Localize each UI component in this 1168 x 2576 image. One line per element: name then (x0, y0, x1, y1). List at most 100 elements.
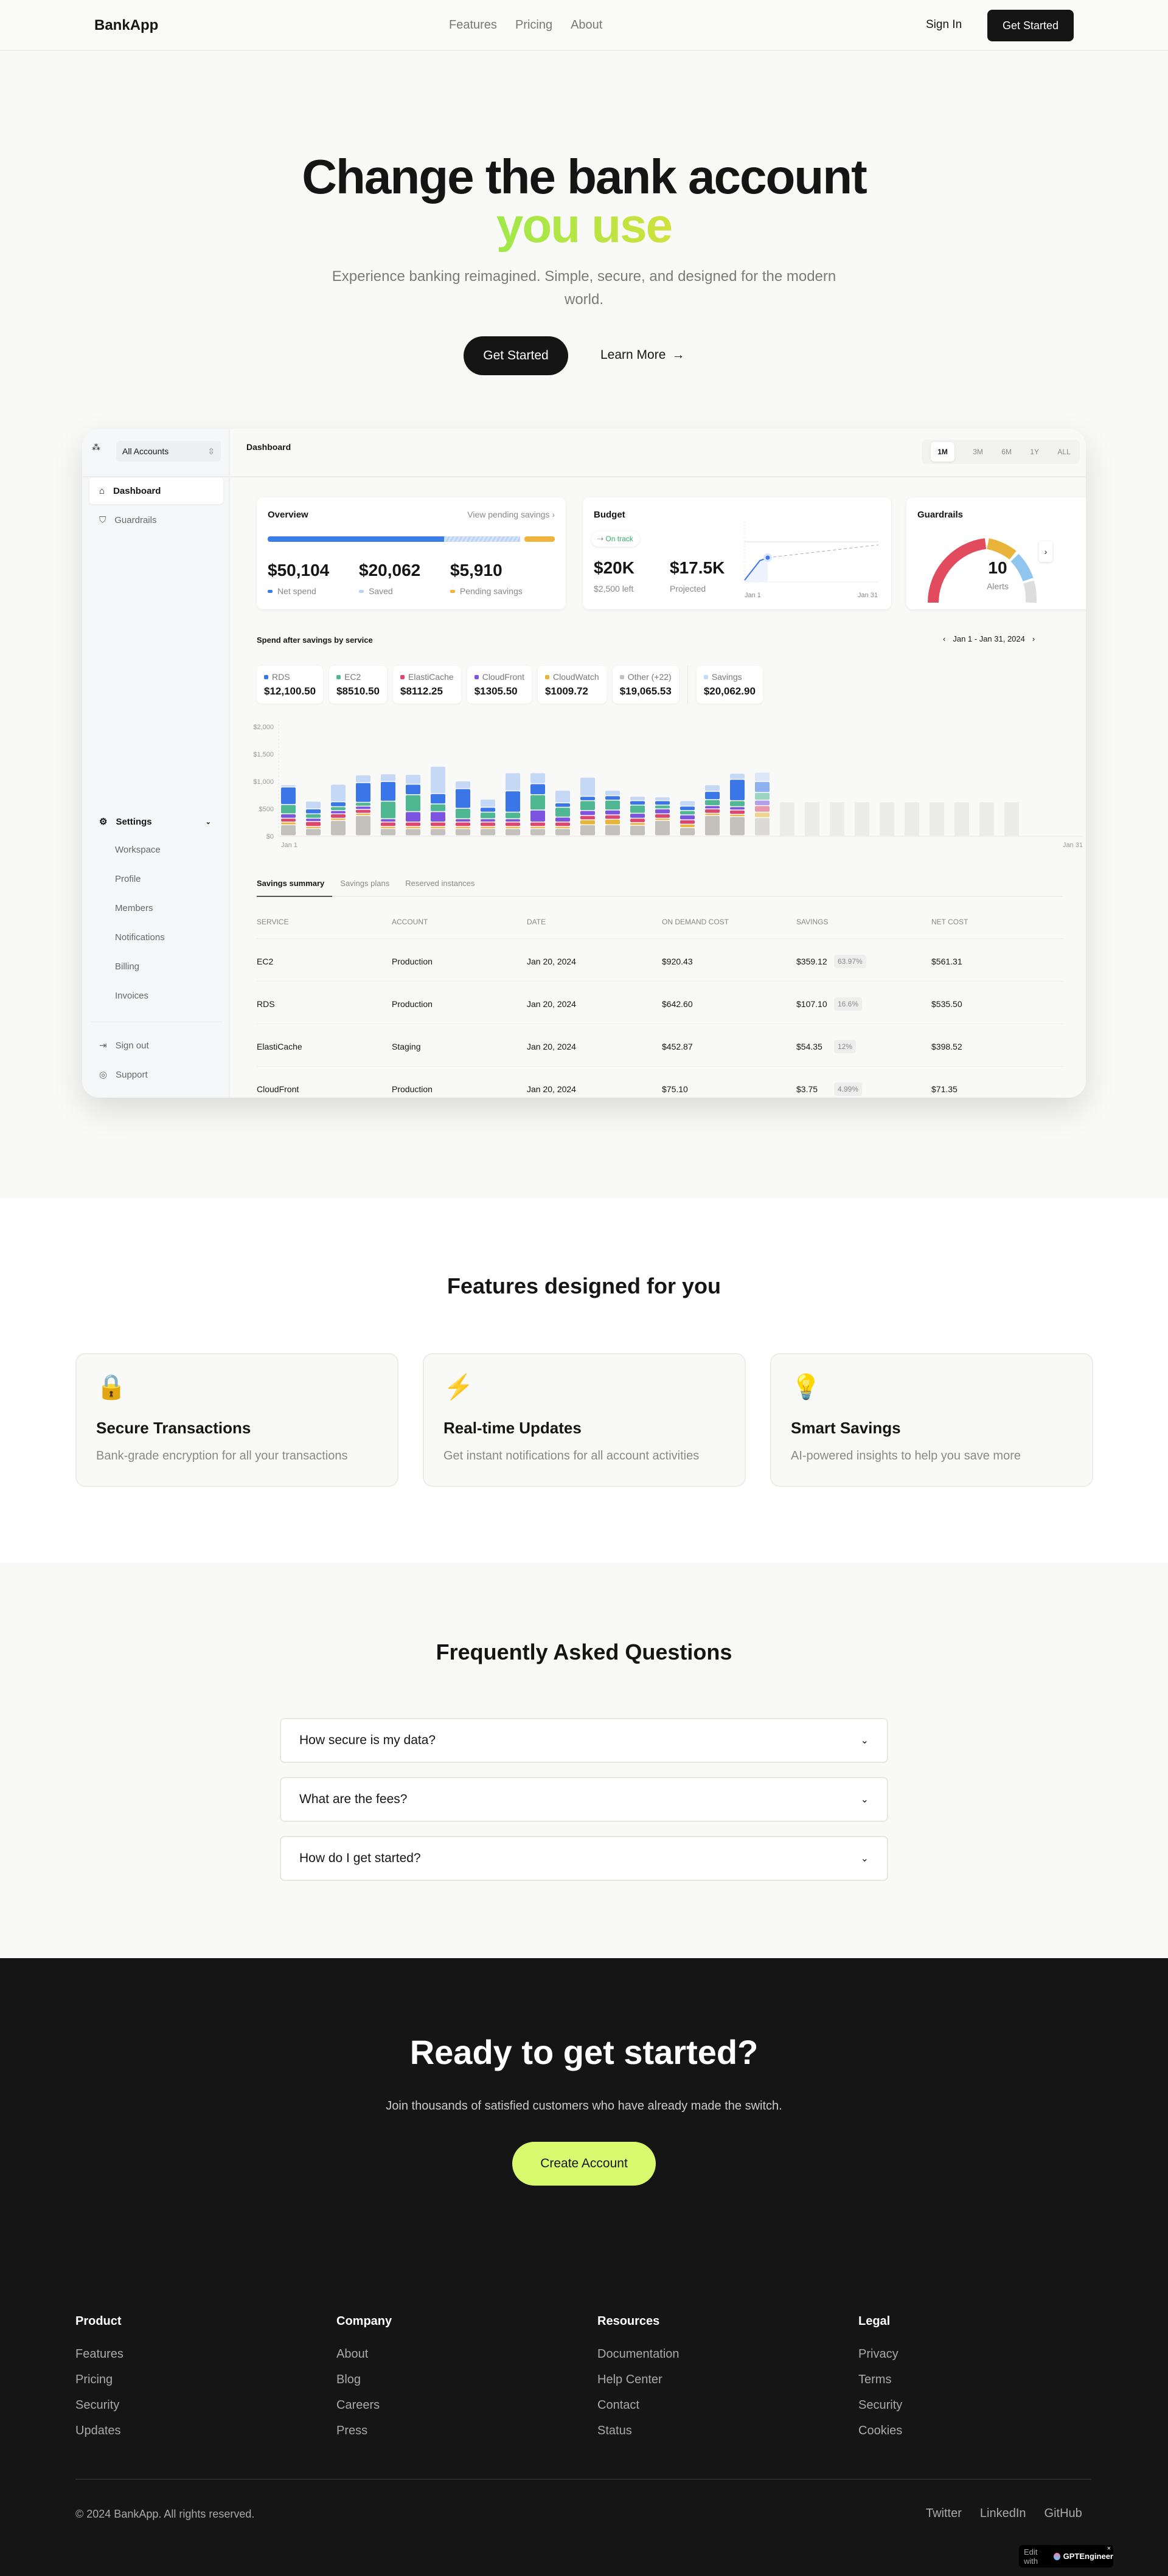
footer-link[interactable]: Documentation (597, 2347, 680, 2361)
tab-savings-plans[interactable]: Savings plans (340, 879, 390, 888)
range-6m[interactable]: 6M (1001, 448, 1012, 456)
bar-segment-rds (456, 789, 470, 808)
view-pending-savings-link[interactable]: View pending savings › (467, 510, 555, 519)
forecast-bar-segment-other (755, 818, 770, 836)
column-header[interactable]: ON DEMAND COST (662, 918, 729, 926)
sidebar-item-notifications[interactable]: Notifications (115, 932, 165, 943)
range-all[interactable]: ALL (1057, 448, 1071, 456)
legend-swatch (336, 674, 341, 679)
bar-segment-savings (456, 781, 470, 789)
footer-link[interactable]: Features (75, 2347, 123, 2361)
nav-link-features[interactable]: Features (449, 18, 497, 32)
footer-link[interactable]: Cookies (858, 2424, 903, 2437)
table-cell: Production (392, 957, 433, 966)
legend-chip-other[interactable]: Other (+22) $19,065.53 (612, 666, 679, 704)
legend-chip-label: CloudFront (474, 672, 524, 682)
footer-link[interactable]: Status (597, 2424, 632, 2437)
chevron-updown-icon: ⇳ (207, 446, 215, 456)
sign-out-button[interactable]: ⇥ Sign out (89, 1032, 223, 1059)
bar-segment-cloudwatch (730, 814, 745, 816)
legend-value: $8510.50 (336, 685, 380, 697)
tab-reserved-instances[interactable]: Reserved instances (405, 879, 475, 888)
savings-percent-badge: 16.6% (834, 997, 863, 1011)
sidebar-item-guardrails[interactable]: ⛉ Guardrails (89, 507, 223, 533)
bar-segment-rds (630, 801, 645, 805)
cta-title: Ready to get started? (409, 2033, 759, 2071)
logo[interactable]: BankApp (94, 17, 159, 33)
footer-link[interactable]: Pricing (75, 2373, 113, 2386)
footer-link[interactable]: Help Center (597, 2373, 662, 2386)
feature-card: 🔒 Secure Transactions Bank-grade encryptio… (75, 1353, 398, 1487)
legend-chip-label: CloudWatch (544, 672, 599, 682)
column-header[interactable]: ACCOUNT (392, 918, 428, 926)
legend-chip-cloudwatch[interactable]: CloudWatch $1009.72 (537, 666, 607, 704)
footer-link[interactable]: Privacy (858, 2347, 899, 2361)
range-3m[interactable]: 3M (973, 448, 983, 456)
feature-card: ⚡ Real-time Updates Get instant notificati… (423, 1353, 746, 1487)
footer-link[interactable]: About (336, 2347, 369, 2361)
bar-segment-savings (530, 773, 545, 783)
nav-link-pricing[interactable]: Pricing (515, 18, 553, 32)
faq-item[interactable]: How do I get started? ⌄ (280, 1836, 888, 1881)
overview-card: Overview View pending savings › $50,104 N… (257, 497, 566, 609)
legend-chip-rds[interactable]: RDS $12,100.50 (257, 666, 324, 704)
table-cell: $71.35 (931, 1084, 958, 1094)
nav-link-about[interactable]: About (571, 18, 603, 32)
bar-segment-rds (431, 794, 445, 804)
next-chevron-button[interactable]: › (1039, 541, 1052, 562)
footer-link[interactable]: Security (75, 2398, 120, 2412)
footer-link[interactable]: Security (858, 2398, 903, 2412)
sign-in-link[interactable]: Sign In (926, 18, 962, 31)
sidebar-item-billing[interactable]: Billing (115, 961, 140, 972)
legend-chip-cloudfront[interactable]: CloudFront $1305.50 (467, 666, 532, 704)
gear-icon: ⚙ (99, 817, 108, 827)
faq-item[interactable]: How secure is my data? ⌄ (280, 1718, 888, 1763)
gptengineer-badge[interactable]: Edit with GPTEngineer × (1019, 2545, 1113, 2567)
account-select[interactable]: All Accounts ⇳ (116, 441, 221, 462)
bar-segment-other (306, 829, 321, 836)
github-link[interactable]: GitHub (1044, 2507, 1082, 2520)
column-header[interactable]: SERVICE (257, 918, 289, 926)
range-1m[interactable]: 1M (931, 442, 954, 462)
legend-chip-elasticache[interactable]: ElastiCache $8112.25 (393, 666, 461, 704)
footer-link[interactable]: Contact (597, 2398, 639, 2412)
create-account-button[interactable]: Create Account (512, 2142, 656, 2186)
chevron-left-icon[interactable]: ‹ (943, 634, 946, 643)
footer-link[interactable]: Press (336, 2424, 368, 2437)
close-icon[interactable]: × (1107, 2545, 1111, 2552)
legend-swatch (450, 589, 455, 593)
bar-segment-ec2 (680, 811, 695, 815)
sidebar-item-label: Support (116, 1069, 148, 1080)
column-header[interactable]: NET COST (931, 918, 968, 926)
sidebar-item-profile[interactable]: Profile (115, 874, 141, 884)
support-button[interactable]: ◎ Support (89, 1061, 223, 1088)
hero-get-started-button[interactable]: Get Started (464, 336, 568, 375)
sidebar-item-workspace[interactable]: Workspace (115, 845, 161, 855)
footer-link[interactable]: Careers (336, 2398, 380, 2412)
bar-segment-rds (306, 809, 321, 814)
row-divider (257, 1066, 1063, 1067)
sidebar-item-invoices[interactable]: Invoices (115, 991, 149, 1001)
sidebar-item-settings[interactable]: ⚙ Settings ⌄ (89, 808, 223, 835)
learn-more-link[interactable]: Learn More → (600, 348, 684, 362)
twitter-link[interactable]: Twitter (926, 2507, 962, 2520)
footer-link[interactable]: Updates (75, 2424, 121, 2437)
faq-item[interactable]: What are the fees? ⌄ (280, 1777, 888, 1822)
chevron-right-icon[interactable]: › (1032, 634, 1035, 643)
sidebar-item-members[interactable]: Members (115, 903, 153, 913)
legend-chip-savings[interactable]: Savings $20,062.90 (696, 666, 763, 704)
footer-link[interactable]: Blog (336, 2373, 361, 2386)
footer-link[interactable]: Terms (858, 2373, 892, 2386)
table-cell: RDS (257, 999, 275, 1009)
sidebar-item-dashboard[interactable]: ⌂ Dashboard (89, 477, 223, 504)
nav-get-started-button[interactable]: Get Started (987, 10, 1074, 41)
tab-savings-summary[interactable]: Savings summary (257, 879, 325, 888)
bar-segment-other (281, 825, 296, 836)
range-1y[interactable]: 1Y (1030, 448, 1040, 456)
column-header[interactable]: SAVINGS (796, 918, 829, 926)
legend-chip-ec2[interactable]: EC2 $8510.50 (329, 666, 387, 704)
bar-segment-cloudwatch (605, 820, 620, 825)
legend-value: $20,062.90 (703, 685, 756, 697)
linkedin-link[interactable]: LinkedIn (979, 2507, 1026, 2520)
column-header[interactable]: DATE (527, 918, 546, 926)
